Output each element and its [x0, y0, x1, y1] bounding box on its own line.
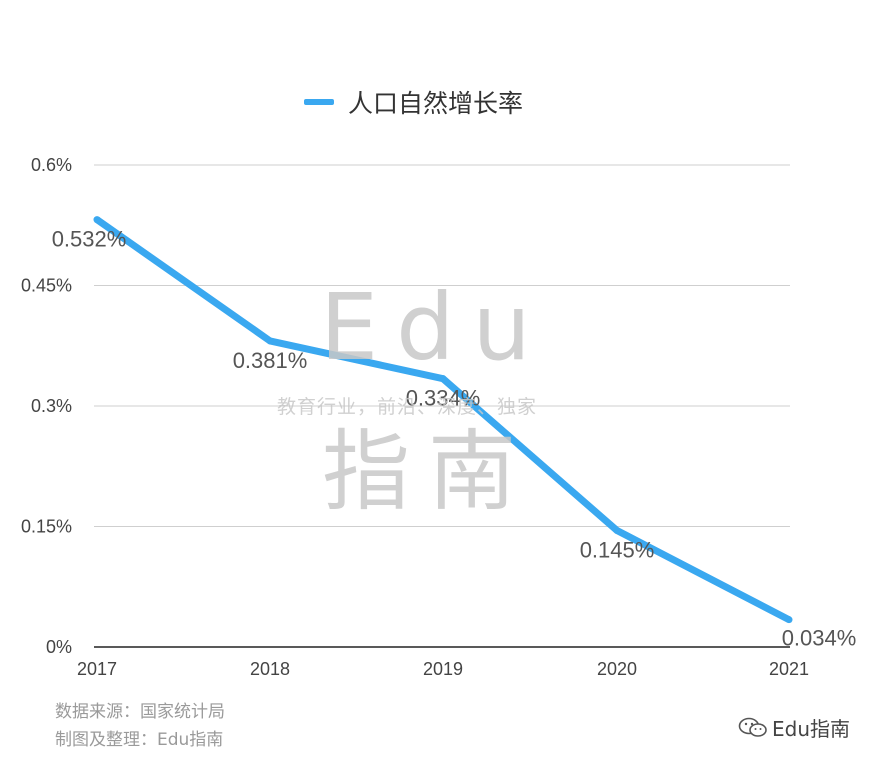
data-labels: 0.532% 0.381% 0.334% 0.145% 0.034% [52, 227, 857, 651]
y-tick-label: 0.15% [21, 517, 72, 537]
series-layer [93, 216, 793, 624]
data-label: 0.381% [233, 348, 308, 373]
data-label: 0.334% [406, 386, 481, 411]
data-point [266, 337, 274, 345]
data-point [93, 216, 101, 224]
x-tick-label: 2020 [597, 659, 637, 679]
y-tick-label: 0.3% [31, 396, 72, 416]
x-tick-label: 2021 [769, 659, 809, 679]
y-tick-label: 0% [46, 637, 72, 657]
x-axis: 2017 2018 2019 2020 2021 [77, 659, 809, 679]
x-tick-label: 2019 [423, 659, 463, 679]
wechat-icon [738, 717, 767, 737]
watermark-tagline: 教育行业，前沿、深度、独家 [277, 396, 538, 418]
x-tick-label: 2017 [77, 659, 117, 679]
brand-tag: Edu指南 [738, 713, 850, 742]
legend-swatch [304, 99, 334, 105]
watermark-zhinan: 指南 [322, 420, 535, 523]
grid [94, 164, 790, 648]
chart-credit: 制图及整理：Edu指南 [55, 730, 224, 750]
brand-text: Edu指南 [772, 717, 851, 741]
data-label: 0.145% [580, 538, 655, 563]
data-label: 0.532% [52, 227, 127, 252]
y-tick-label: 0.6% [31, 155, 72, 175]
y-tick-label: 0.45% [21, 276, 72, 296]
y-axis: 0% 0.15% 0.3% 0.45% 0.6% [21, 155, 72, 657]
data-point [785, 616, 793, 624]
watermark-edu: Edu [320, 274, 549, 381]
data-source: 数据来源：国家统计局 [55, 702, 225, 722]
data-point [439, 375, 447, 383]
legend: 人口自然增长率 [304, 84, 523, 120]
x-tick-label: 2018 [250, 659, 290, 679]
data-label: 0.034% [782, 626, 857, 651]
data-point [613, 527, 621, 535]
legend-label: 人口自然增长率 [348, 89, 524, 118]
